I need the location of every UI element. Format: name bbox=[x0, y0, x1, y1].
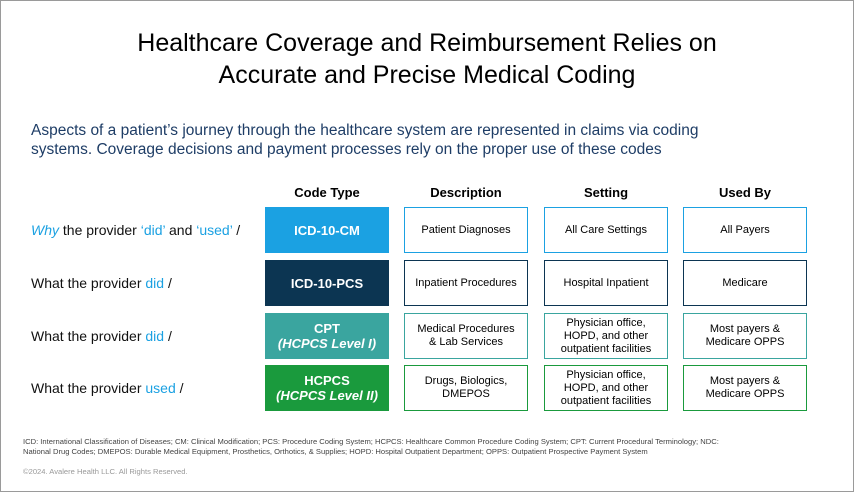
copyright: ©2024. Avalere Health LLC. All Rights Re… bbox=[23, 467, 188, 476]
label-segment: / bbox=[232, 222, 241, 238]
cell-line: Physician office, bbox=[566, 316, 646, 329]
table-cell: Drugs, Biologics, DMEPOS bbox=[404, 365, 528, 411]
code-type: HCPCS (HCPCS Level II) bbox=[265, 365, 389, 411]
cell-line: Most payers & bbox=[709, 323, 781, 335]
label-segment: did bbox=[145, 275, 165, 291]
cell-line: DMEPOS bbox=[442, 388, 490, 400]
row-label: What the provider used / bbox=[31, 380, 184, 396]
row-label: Why the provider ‘did’ and ‘used’ / bbox=[31, 222, 240, 238]
cell-line: Hospital Inpatient bbox=[563, 276, 649, 289]
cell-line: HOPD, and other bbox=[563, 381, 649, 394]
label-segment: What the provider bbox=[31, 328, 146, 344]
cell-line: & Lab Services bbox=[429, 336, 503, 348]
cell-line: Patient Diagnoses bbox=[421, 223, 511, 236]
column-header: Code Type bbox=[294, 185, 360, 200]
table-cell: Inpatient Procedures bbox=[404, 260, 528, 306]
table-cell: Medical Procedures & Lab Services bbox=[404, 313, 528, 359]
footnote-line: National Drug Codes; DMEPOS: Durable Med… bbox=[23, 447, 648, 456]
intro: Aspects of a patient’s journey through t… bbox=[31, 121, 698, 159]
table-cell: Hospital Inpatient bbox=[544, 260, 668, 306]
code-line: CPT bbox=[314, 321, 340, 336]
label-segment: Why bbox=[31, 222, 59, 238]
cell-line: outpatient facilities bbox=[560, 342, 652, 355]
footnote-line: ICD: International Classification of Dis… bbox=[23, 437, 719, 446]
code-type: ICD-10-CM bbox=[265, 207, 389, 253]
label-segment: ‘used’ bbox=[196, 222, 233, 238]
code-line: ICD-10-PCS bbox=[290, 275, 364, 291]
label-segment: used bbox=[145, 380, 176, 396]
label-segment: / bbox=[164, 275, 172, 291]
label-segment: ‘did’ bbox=[140, 222, 166, 238]
label-segment: / bbox=[175, 380, 184, 396]
cell-line: Inpatient Procedures bbox=[415, 276, 517, 289]
label-segment: What the provider bbox=[31, 380, 146, 396]
table-cell: Most payers & Medicare OPPS bbox=[683, 313, 807, 359]
table-cell: All Care Settings bbox=[544, 207, 668, 253]
row-label: What the provider did / bbox=[31, 328, 172, 344]
cell-line: Most payers & bbox=[709, 375, 781, 387]
table-cell: All Payers bbox=[683, 207, 807, 253]
cell-line: outpatient facilities bbox=[560, 394, 652, 407]
cell-line: Physician office, bbox=[566, 368, 646, 381]
code-line: HCPCS bbox=[304, 373, 350, 388]
row-label: What the provider did / bbox=[31, 275, 172, 291]
cell-line: All Care Settings bbox=[565, 223, 647, 236]
cell-line: Medicare OPPS bbox=[705, 336, 785, 348]
cell-line: Medicare OPPS bbox=[705, 388, 785, 400]
column-header: Setting bbox=[583, 185, 629, 200]
table-cell: Patient Diagnoses bbox=[404, 207, 528, 253]
label-segment: / bbox=[164, 328, 172, 344]
code-type: ICD-10-PCS bbox=[265, 260, 389, 306]
cell-line: Medical Procedures bbox=[417, 323, 515, 335]
column-header: Used By bbox=[718, 185, 772, 200]
footnotes: ICD: International Classification of Dis… bbox=[23, 437, 719, 457]
code-line: (HCPCS Level I) bbox=[277, 336, 377, 351]
cell-line: Medicare bbox=[722, 276, 768, 289]
intro-line: Aspects of a patient’s journey through t… bbox=[31, 122, 699, 139]
label-segment: did bbox=[145, 328, 165, 344]
title: Healthcare Coverage and Reimbursement Re… bbox=[1, 27, 853, 91]
table-cell: Most payers & Medicare OPPS bbox=[683, 365, 807, 411]
label-segment: and bbox=[165, 222, 197, 238]
code-type: CPT (HCPCS Level I) bbox=[265, 313, 389, 359]
table-cell: Physician office, HOPD, and other outpatie… bbox=[544, 313, 668, 359]
label-segment: the provider bbox=[59, 222, 141, 238]
column-header: Description bbox=[430, 185, 502, 200]
cell-line: HOPD, and other bbox=[563, 329, 649, 342]
label-segment: What the provider bbox=[31, 275, 146, 291]
code-line: ICD-10-CM bbox=[294, 222, 360, 238]
cell-line: Drugs, Biologics, bbox=[424, 375, 508, 387]
table-cell: Physician office, HOPD, and other outpatie… bbox=[544, 365, 668, 411]
cell-line: All Payers bbox=[720, 223, 770, 236]
title-line: Accurate and Precise Medical Coding bbox=[218, 61, 636, 89]
title-line: Healthcare Coverage and Reimbursement Re… bbox=[137, 29, 717, 57]
intro-line: systems. Coverage decisions and payment … bbox=[31, 141, 662, 158]
code-line: (HCPCS Level II) bbox=[276, 388, 378, 403]
table-cell: Medicare bbox=[683, 260, 807, 306]
